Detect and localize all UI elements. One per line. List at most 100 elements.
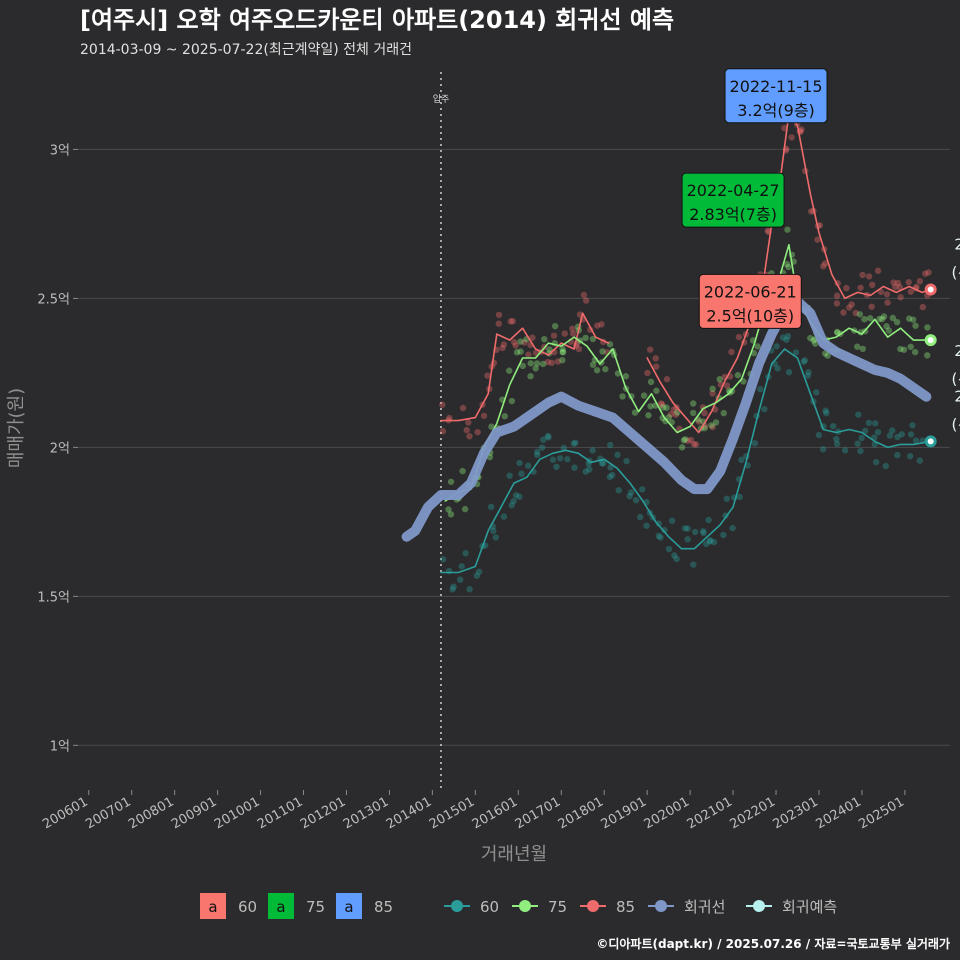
transaction-point [820,263,827,270]
transaction-point [462,550,469,557]
transaction-point [781,124,788,132]
transaction-point [607,464,614,471]
transaction-point [534,448,541,456]
transaction-point [659,404,667,411]
callout-date: 2022-11-15 [730,77,823,96]
transaction-point [798,126,805,133]
transaction-point [905,315,913,322]
transaction-point [884,299,891,306]
transaction-point [885,327,893,334]
end-point-center [927,286,934,293]
transaction-point [729,524,736,532]
transaction-point [690,409,697,417]
transaction-point [645,412,652,419]
transaction-point [513,349,521,356]
transaction-point [466,586,473,593]
transaction-point [823,409,830,417]
transaction-point [559,356,566,364]
transaction-point [505,367,513,374]
y-axis-ticks: 1억 1.5억 2억 2.5억 3억 [37,143,78,754]
transaction-point [889,427,896,434]
transaction-point [720,531,727,539]
transaction-point [506,472,513,479]
transaction-point [663,404,670,411]
transaction-point [894,433,901,441]
transaction-point [905,278,912,286]
transaction-point [508,502,515,509]
transaction-point [589,447,596,454]
transaction-point [572,439,579,446]
transaction-point [846,304,853,311]
transaction-point [857,447,864,455]
transaction-point [907,431,915,438]
transaction-point [516,493,523,500]
transaction-point [892,283,899,291]
transaction-point [924,324,931,331]
transaction-point [440,556,447,563]
legend-box-glyph: a [344,898,353,916]
x-tick-label: 202101 [685,794,735,832]
transaction-point [662,417,669,425]
transaction-point [519,362,527,370]
transaction-point [690,561,697,568]
transaction-point [602,365,609,373]
transaction-point [582,468,589,475]
y-tick-label: 1억 [50,739,70,754]
transaction-point [600,460,607,467]
transaction-point [841,447,849,454]
transaction-point [788,134,795,141]
transaction-point [734,371,742,379]
transaction-point [445,506,452,513]
transaction-point [672,411,680,418]
transaction-point [487,503,495,511]
transaction-point [701,409,708,417]
transaction-point [785,263,792,271]
transaction-point [571,464,578,471]
transaction-point [607,441,614,449]
move-in-label: 입주 [433,93,450,105]
transaction-point [792,349,800,356]
transaction-point [663,376,671,383]
transaction-point [544,432,552,440]
legend-box-75 [268,893,294,919]
transaction-point [843,284,850,292]
transaction-point [883,291,891,298]
transaction-point [822,407,829,414]
transaction-point [495,320,502,327]
transaction-point [916,457,923,464]
transaction-point [628,489,635,496]
transaction-point [480,412,488,420]
transaction-point [458,563,465,570]
transaction-point [819,446,827,453]
x-tick-label: 200601 [40,794,90,832]
legend-line-label: 75 [548,898,567,916]
end-labels: 25,300 (~85㎡) 23,550 (~75㎡)20,246 (~60㎡) [924,235,960,448]
transaction-point [527,360,534,367]
transaction-point [682,436,689,443]
transaction-point [517,338,524,345]
end-label-unit: (~85㎡) [951,263,960,281]
transaction-point [554,358,562,365]
transaction-point [833,292,841,299]
transaction-point [810,337,817,344]
transaction-point [509,318,516,325]
transaction-point [511,338,518,346]
end-point-center [927,337,934,344]
transaction-point [751,440,759,447]
transaction-point [626,492,633,500]
transaction-point [814,236,821,243]
transaction-point [570,440,578,447]
transaction-point [529,334,536,341]
transaction-point [564,456,571,463]
transaction-point [807,334,814,342]
transaction-point [457,576,464,583]
transaction-point [800,358,807,365]
transaction-point [912,437,920,444]
legend-box-label: 60 [238,898,257,916]
transaction-point [855,411,862,418]
transaction-point [459,404,467,412]
transaction-point [728,348,735,356]
callout-box [681,172,785,228]
transaction-point [784,332,792,340]
transaction-point [916,278,924,285]
